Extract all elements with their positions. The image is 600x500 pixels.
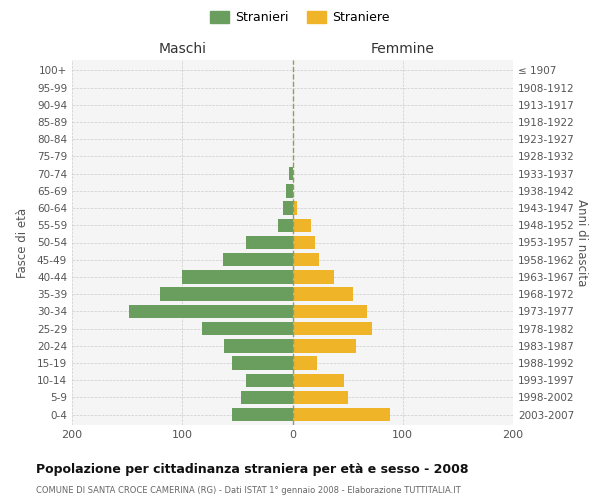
Y-axis label: Fasce di età: Fasce di età [16,208,29,278]
Bar [241,390,293,404]
Bar [283,202,293,215]
Bar [293,288,353,301]
Bar [246,374,293,387]
Bar [293,374,344,387]
Bar [293,356,317,370]
Bar [293,408,389,422]
Y-axis label: Anni di nascita: Anni di nascita [575,199,589,286]
Bar [202,322,293,336]
Legend: Stranieri, Straniere: Stranieri, Straniere [205,6,395,29]
Bar [293,253,319,266]
Bar [278,218,293,232]
Bar [286,184,293,198]
Bar [246,236,293,249]
Bar [224,339,293,352]
Text: Femmine: Femmine [371,42,434,56]
Bar [232,408,293,422]
Bar [289,167,293,180]
Bar [293,270,334,283]
Bar [232,356,293,370]
Bar [130,304,293,318]
Bar [293,236,314,249]
Text: Maschi: Maschi [158,42,206,56]
Bar [293,390,347,404]
Text: Popolazione per cittadinanza straniera per età e sesso - 2008: Popolazione per cittadinanza straniera p… [36,462,469,475]
Bar [293,322,372,336]
Bar [293,218,311,232]
Bar [293,202,297,215]
Bar [293,304,367,318]
Bar [223,253,293,266]
Bar [293,339,356,352]
Text: COMUNE DI SANTA CROCE CAMERINA (RG) - Dati ISTAT 1° gennaio 2008 - Elaborazione : COMUNE DI SANTA CROCE CAMERINA (RG) - Da… [36,486,461,495]
Bar [182,270,293,283]
Bar [160,288,293,301]
